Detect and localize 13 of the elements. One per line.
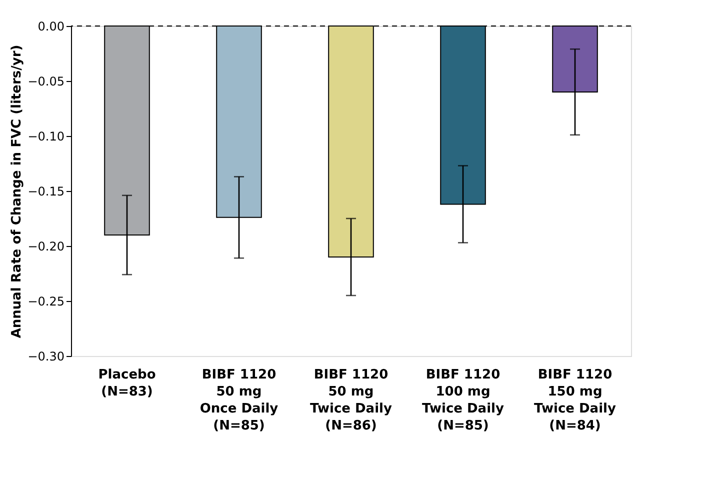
y-tick-label: −0.10 — [28, 130, 64, 144]
y-tick-label: −0.25 — [28, 294, 64, 308]
x-tick-label: BIBF 1120 100 mg Twice Daily (N=85) — [422, 368, 504, 434]
x-tick-label: Placebo (N=83) — [98, 368, 156, 400]
y-tick-label: 0.00 — [38, 20, 64, 34]
y-axis-title: Annual Rate of Change in FVC (liters/yr) — [10, 44, 25, 338]
y-tick-label: −0.30 — [28, 350, 64, 364]
x-tick-label: BIBF 1120 50 mg Twice Daily (N=86) — [310, 368, 392, 434]
x-tick-label: BIBF 1120 150 mg Twice Daily (N=84) — [534, 368, 616, 434]
y-tick-label: −0.15 — [28, 184, 64, 198]
y-tick-label: −0.05 — [28, 74, 64, 88]
y-tick-label: −0.20 — [28, 240, 64, 254]
x-tick-label: BIBF 1120 50 mg Once Daily (N=85) — [200, 368, 279, 434]
